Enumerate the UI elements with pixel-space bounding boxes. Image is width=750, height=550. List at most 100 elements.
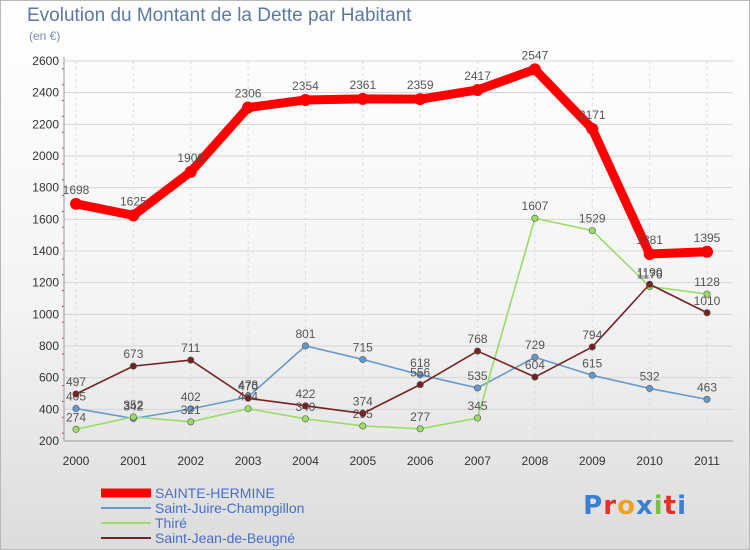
data-point	[187, 405, 195, 413]
data-point	[474, 414, 482, 422]
data-point	[416, 381, 424, 389]
data-label: 478	[238, 378, 258, 392]
data-point	[301, 402, 309, 410]
logo-letter: i	[653, 491, 664, 521]
y-tick-label: 2600	[32, 54, 59, 68]
data-point	[474, 384, 482, 392]
data-label: 2547	[522, 48, 549, 62]
data-label: 794	[582, 328, 602, 342]
data-point	[703, 290, 711, 298]
legend-label: Saint-Jean-de-Beugné	[155, 530, 295, 546]
data-label: 673	[123, 347, 143, 361]
data-label: 470	[238, 379, 258, 393]
data-point	[72, 390, 80, 398]
data-point	[643, 248, 656, 261]
data-label: 556	[410, 366, 430, 380]
y-tick-label: 400	[39, 402, 59, 416]
data-label: 402	[181, 390, 201, 404]
data-label: 604	[525, 358, 545, 372]
logo-letter: i	[677, 491, 687, 521]
data-point	[646, 280, 654, 288]
data-point	[184, 165, 197, 178]
data-label: 422	[295, 387, 315, 401]
data-label: 1529	[579, 212, 606, 226]
data-point	[299, 93, 312, 106]
data-point	[703, 309, 711, 317]
x-tick-label: 2003	[235, 454, 262, 468]
series-line	[75, 283, 708, 415]
data-label: 1128	[694, 275, 720, 289]
data-label: 535	[468, 369, 488, 383]
data-point	[531, 353, 539, 361]
y-tick-label: 2000	[32, 149, 59, 163]
data-label: 711	[181, 341, 200, 355]
data-label: 2171	[579, 108, 606, 122]
y-tick-label: 2200	[32, 117, 59, 131]
data-label: 497	[66, 375, 86, 389]
x-tick-label: 2008	[522, 454, 549, 468]
data-point	[244, 394, 252, 402]
logo-letter: x	[635, 491, 654, 521]
data-point	[70, 197, 82, 210]
y-tick-label: 1800	[32, 181, 59, 195]
y-tick-label: 200	[39, 434, 59, 448]
logo-letter: P	[583, 491, 604, 521]
data-label: 1625	[120, 194, 147, 208]
data-point	[301, 342, 309, 350]
data-point	[703, 395, 711, 403]
x-tick-label: 2004	[292, 454, 319, 468]
series-line	[71, 64, 712, 259]
legend-label: Saint-Juire-Champgillon	[155, 500, 304, 516]
data-point	[471, 83, 484, 96]
x-tick-label: 2002	[177, 454, 204, 468]
data-point	[528, 63, 541, 76]
logo-letter: r	[603, 491, 618, 521]
data-point	[301, 415, 309, 423]
logo-letter: o	[617, 491, 636, 521]
data-label: 801	[295, 327, 315, 341]
data-label: 2361	[349, 78, 376, 92]
data-label: 2359	[407, 78, 434, 92]
data-label: 1698	[63, 183, 90, 197]
data-label: 352	[123, 398, 143, 412]
data-label: 768	[468, 332, 488, 346]
data-point	[701, 245, 713, 258]
series-line	[75, 345, 708, 420]
data-point	[588, 371, 596, 379]
x-tick-label: 2005	[349, 454, 376, 468]
data-point	[242, 101, 255, 114]
y-tick-label: 600	[39, 371, 59, 385]
x-tick-label: 2009	[579, 454, 606, 468]
data-point	[359, 422, 367, 430]
data-point	[244, 405, 252, 413]
x-tick-label: 2001	[120, 454, 147, 468]
data-label: 715	[353, 340, 373, 354]
data-point	[356, 92, 369, 105]
data-point	[359, 409, 367, 417]
legend-label: Thiré	[155, 515, 187, 531]
data-point	[588, 227, 596, 235]
chart-title: Evolution du Montant de la Dette par Hab…	[27, 5, 412, 26]
data-label: 2306	[235, 87, 262, 101]
data-point	[129, 362, 137, 370]
data-label: 345	[468, 399, 488, 413]
data-point	[72, 425, 80, 433]
data-label: 618	[410, 356, 430, 370]
data-point	[414, 93, 427, 106]
series-line	[75, 217, 708, 431]
x-tick-label: 2007	[464, 454, 491, 468]
y-tick-label: 2400	[32, 86, 59, 100]
y-tick-label: 1600	[32, 212, 59, 226]
x-tick-label: 2010	[636, 454, 663, 468]
data-label: 615	[582, 356, 602, 370]
data-label: 532	[640, 369, 660, 383]
y-tick-label: 800	[39, 339, 59, 353]
data-point	[586, 122, 599, 135]
logo-letter: t	[663, 491, 678, 521]
data-point	[531, 214, 539, 222]
data-point	[531, 373, 539, 381]
data-point	[129, 413, 137, 421]
data-label: 2354	[292, 79, 319, 93]
data-label: 1395	[694, 231, 721, 245]
data-label: 374	[353, 394, 373, 408]
